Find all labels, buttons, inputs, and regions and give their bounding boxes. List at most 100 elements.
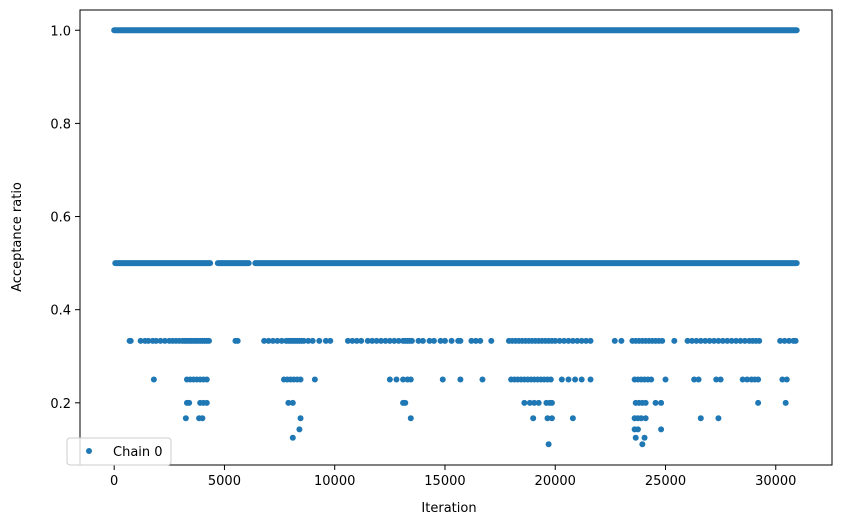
data-point — [530, 415, 537, 422]
data-point — [719, 337, 726, 344]
data-point — [468, 337, 475, 344]
data-point — [611, 337, 618, 344]
data-point — [733, 337, 740, 344]
x-tick-label: 0 — [110, 474, 118, 489]
data-point — [373, 337, 380, 344]
data-point — [150, 376, 157, 383]
data-point — [161, 337, 168, 344]
data-point — [369, 337, 376, 344]
data-point — [269, 337, 276, 344]
data-point — [632, 434, 639, 441]
data-point — [526, 399, 533, 406]
data-point — [779, 376, 786, 383]
data-point — [565, 337, 572, 344]
data-point — [642, 399, 649, 406]
data-point — [587, 337, 594, 344]
data-point — [353, 337, 360, 344]
data-point — [697, 415, 704, 422]
data-point — [153, 337, 160, 344]
data-point — [711, 337, 718, 344]
data-point — [715, 415, 722, 422]
data-band-0-5 — [214, 260, 252, 267]
data-point — [777, 337, 784, 344]
data-point — [426, 337, 433, 344]
data-point — [782, 399, 789, 406]
legend-marker — [86, 448, 92, 454]
data-point — [535, 399, 542, 406]
data-point — [386, 337, 393, 344]
data-point — [479, 376, 486, 383]
data-point — [706, 337, 713, 344]
data-point — [407, 415, 414, 422]
data-point — [652, 399, 659, 406]
data-point — [717, 376, 724, 383]
data-point — [578, 337, 585, 344]
data-point — [556, 337, 563, 344]
data-point — [785, 337, 792, 344]
y-tick-label: 0.8 — [50, 117, 71, 132]
data-point — [407, 376, 414, 383]
y-axis-ticks: 0.2 0.4 0.6 0.8 1.0 — [50, 24, 80, 412]
data-point — [203, 399, 210, 406]
data-point — [641, 434, 648, 441]
data-point — [274, 337, 281, 344]
data-point — [792, 337, 799, 344]
data-point — [395, 337, 402, 344]
data-point — [739, 376, 746, 383]
data-point — [448, 337, 455, 344]
axes-frame — [79, 9, 833, 466]
data-point — [344, 337, 351, 344]
x-tick-label: 10000 — [314, 474, 355, 489]
data-band-0-5 — [112, 260, 214, 267]
data-point — [684, 337, 691, 344]
data-point — [296, 426, 303, 433]
data-point — [691, 376, 698, 383]
data-point — [285, 399, 292, 406]
data-point — [203, 376, 210, 383]
data-point — [587, 376, 594, 383]
data-point — [693, 337, 700, 344]
y-tick-label: 1.0 — [50, 24, 71, 39]
data-point — [741, 337, 748, 344]
data-point — [548, 399, 555, 406]
data-point — [781, 337, 788, 344]
data-point — [569, 415, 576, 422]
data-point — [548, 415, 555, 422]
x-axis-label: Iteration — [421, 501, 476, 516]
data-point — [364, 337, 371, 344]
data-point — [472, 337, 479, 344]
data-point — [402, 399, 409, 406]
data-point — [145, 337, 152, 344]
data-point — [278, 337, 285, 344]
data-point — [545, 441, 552, 448]
data-point — [783, 376, 790, 383]
data-band-1 — [111, 27, 800, 34]
x-axis-ticks: 0 5000 10000 15000 20000 25000 30000 — [110, 465, 796, 489]
data-point — [639, 441, 646, 448]
legend-entry-chain-0: Chain 0 — [113, 445, 163, 460]
data-point — [618, 337, 625, 344]
data-point — [400, 376, 407, 383]
x-tick-label: 15000 — [424, 474, 465, 489]
data-point — [648, 376, 655, 383]
data-point — [634, 426, 641, 433]
legend-frame — [66, 437, 172, 466]
data-point — [569, 337, 576, 344]
scatter-marks — [111, 27, 800, 448]
data-point — [695, 376, 702, 383]
data-point — [638, 415, 645, 422]
data-point — [578, 376, 585, 383]
data-point — [391, 337, 398, 344]
data-point — [206, 337, 213, 344]
data-point — [713, 376, 720, 383]
data-point — [531, 399, 538, 406]
data-point — [737, 337, 744, 344]
data-point — [755, 376, 762, 383]
data-point — [457, 337, 464, 344]
data-point — [574, 337, 581, 344]
y-tick-label: 0.2 — [50, 397, 71, 412]
data-point — [127, 337, 134, 344]
data-point — [558, 376, 565, 383]
data-point — [552, 337, 559, 344]
data-point — [265, 337, 272, 344]
